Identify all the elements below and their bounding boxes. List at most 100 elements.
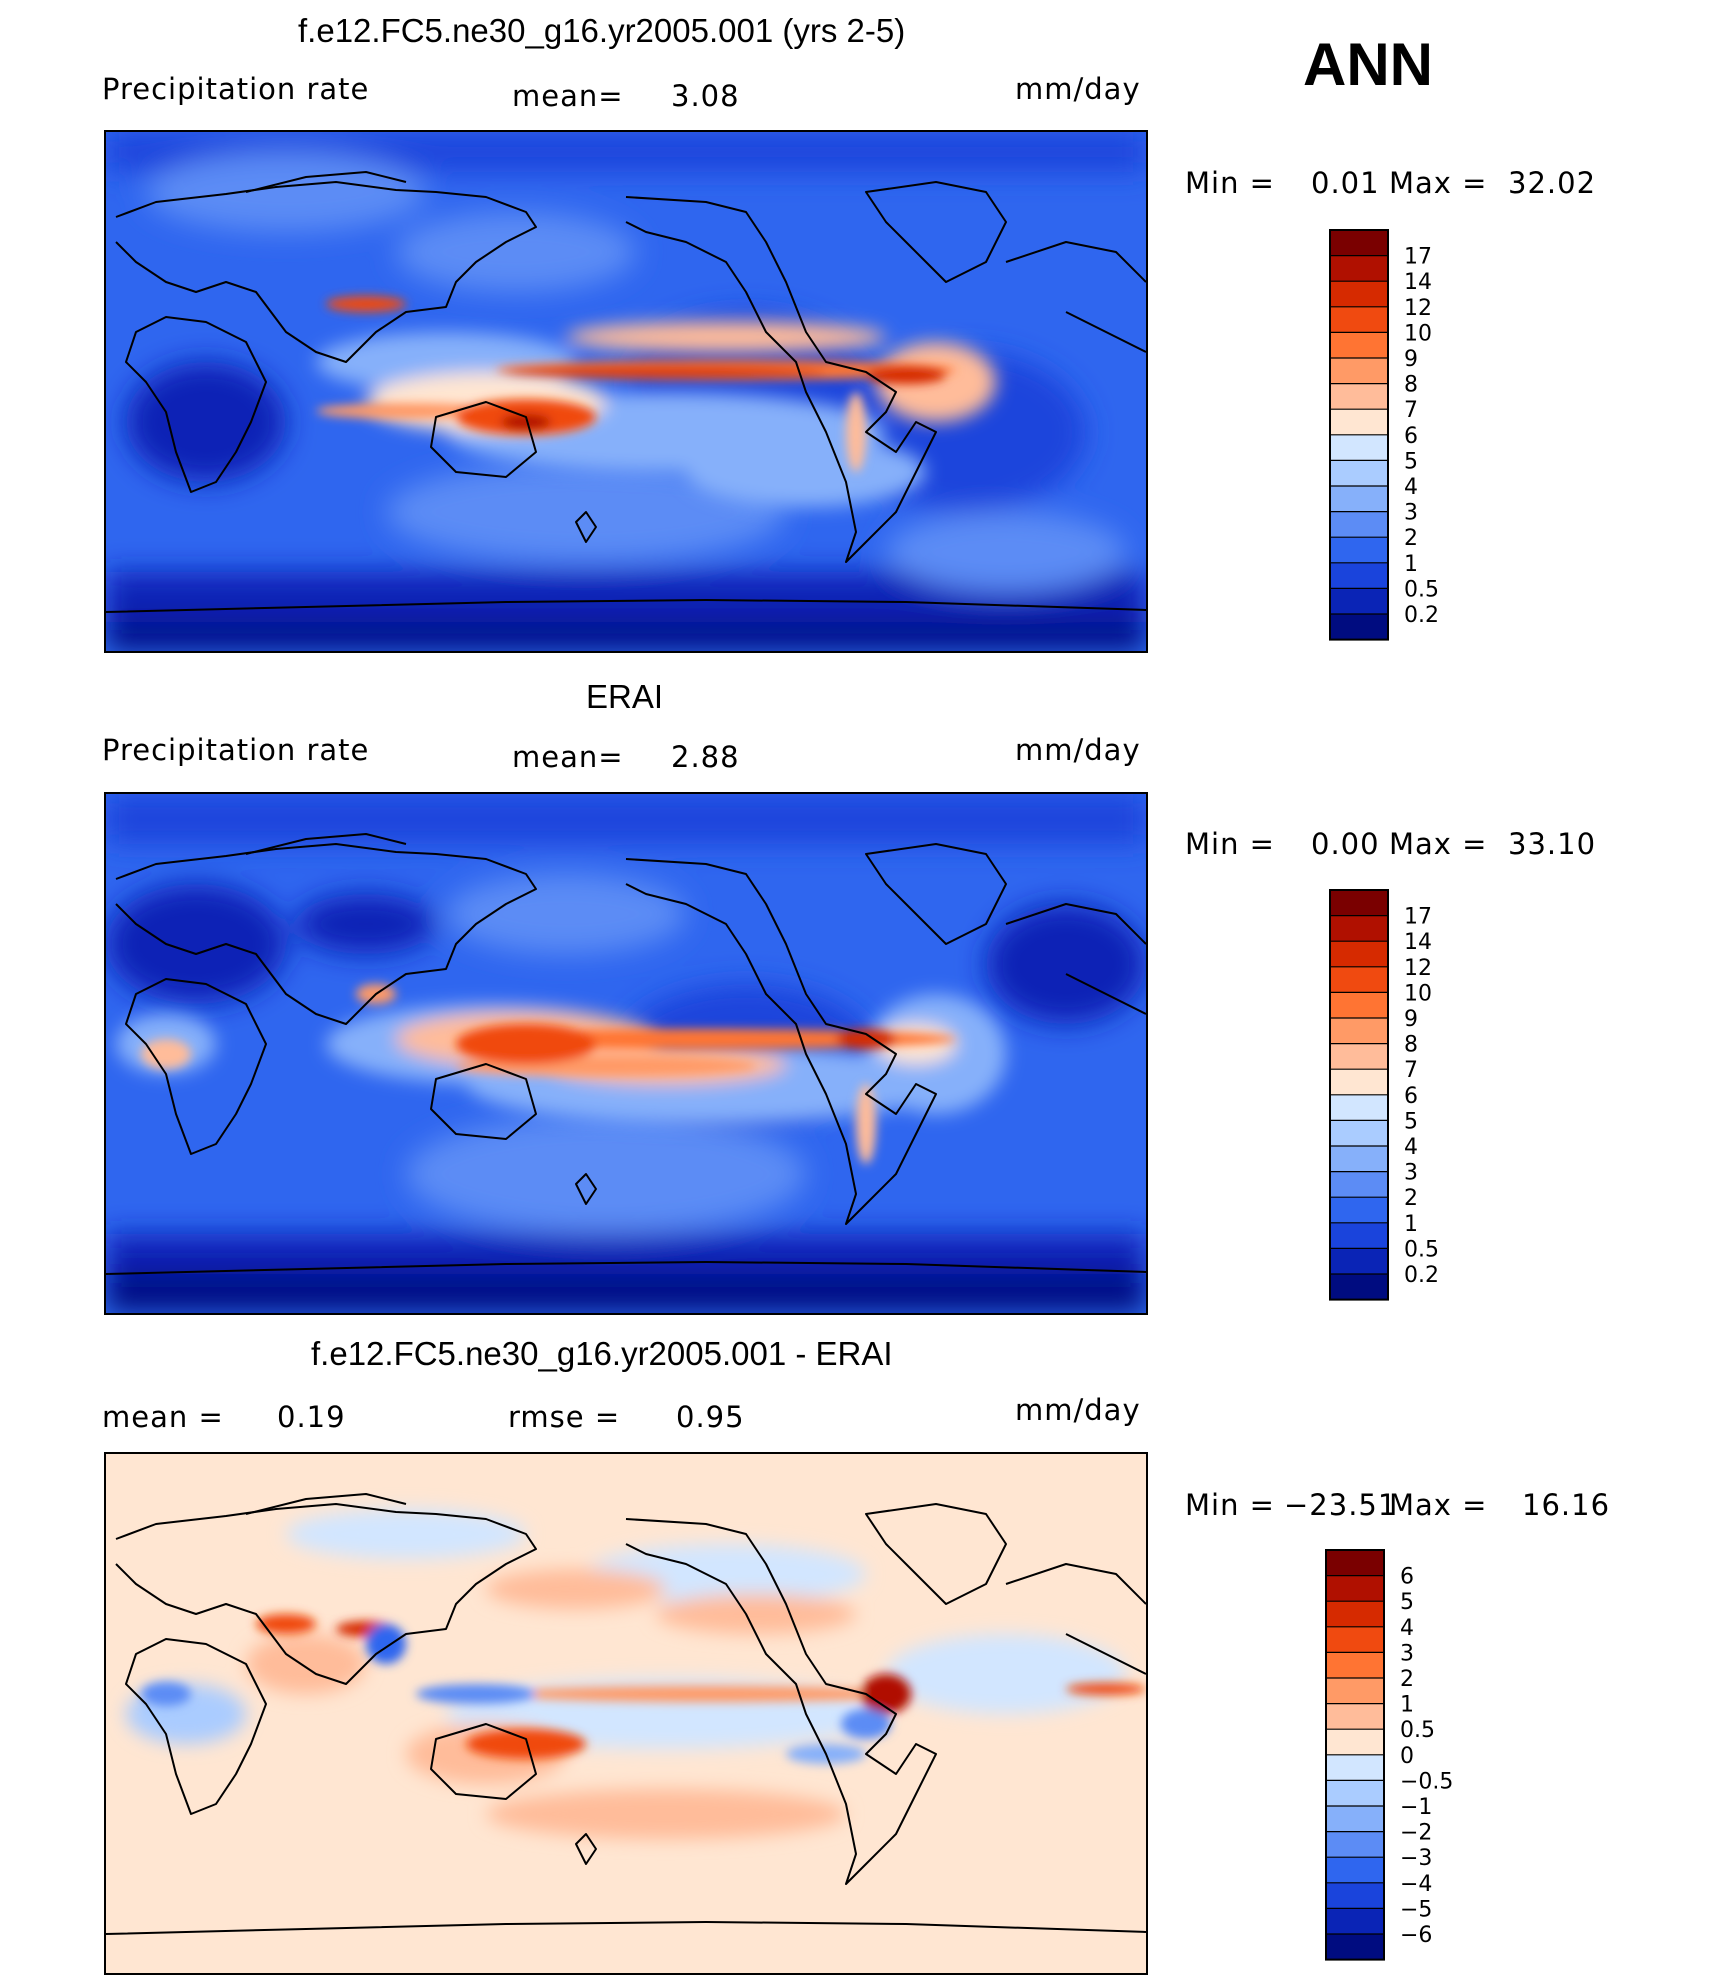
colorbar-tick-label: 14 (1404, 930, 1432, 955)
colorbar-segment (1330, 614, 1388, 640)
panel1-max-label: Max = (1389, 166, 1488, 200)
colorbar-tick-label: 3 (1404, 1161, 1418, 1186)
colorbar-segment (1330, 255, 1388, 282)
colorbar-tick-label: 4 (1400, 1616, 1414, 1641)
colorbar-segment (1330, 281, 1388, 308)
colorbar-segment (1330, 1197, 1388, 1224)
colorbar-tick-label: 1 (1400, 1693, 1414, 1718)
colorbar-segment (1330, 562, 1388, 589)
colorbar-segment (1326, 1601, 1384, 1628)
panel3-units: mm/day (1015, 1393, 1141, 1427)
colorbar-tick-label: 2 (1404, 526, 1418, 551)
panel3-max-value: 16.16 (1522, 1488, 1611, 1522)
colorbar-segment (1330, 409, 1388, 436)
panel3-mean-value: 0.19 (277, 1400, 346, 1434)
colorbar-segment (1330, 1043, 1388, 1070)
panel2-min-label: Min = (1185, 827, 1275, 861)
panel1-variable-label: Precipitation rate (102, 72, 370, 106)
colorbar-tick-label: 1 (1404, 1212, 1418, 1237)
colorbar-segment (1330, 511, 1388, 538)
panel3-max-label: Max = (1389, 1488, 1488, 1522)
panel3-title: f.e12.FC5.ne30_g16.yr2005.001 - ERAI (311, 1335, 893, 1372)
panel2-variable-label: Precipitation rate (102, 733, 370, 767)
colorbar-tick-label: 0.2 (1404, 603, 1439, 628)
colorbar-tick-label: 9 (1404, 1007, 1418, 1032)
colorbar-tick-label: 7 (1404, 398, 1418, 423)
panel3-map (104, 1452, 1148, 1975)
colorbar-tick-label: 9 (1404, 347, 1418, 372)
colorbar-segment (1326, 1780, 1384, 1807)
colorbar-segment (1330, 486, 1388, 512)
panel2-units: mm/day (1015, 733, 1141, 767)
colorbar-segment (1330, 941, 1388, 968)
panel1-max-value: 32.02 (1508, 166, 1597, 200)
colorbar-segment (1330, 890, 1388, 916)
colorbar-tick-label: 17 (1404, 905, 1432, 930)
colorbar-segment (1330, 915, 1388, 942)
panel3-min-label: Min = (1185, 1488, 1275, 1522)
colorbar-tick-label: −3 (1400, 1846, 1432, 1871)
colorbar-segment (1326, 1678, 1384, 1704)
colorbar-frame (1325, 1549, 1385, 1961)
colorbar-tick-label: 0.5 (1404, 577, 1439, 602)
panel2-map (104, 792, 1148, 1315)
colorbar-tick-label: −4 (1400, 1872, 1432, 1897)
colorbar-segment (1330, 992, 1388, 1019)
colorbar-segment (1326, 1550, 1384, 1576)
colorbar-segment (1330, 1171, 1388, 1198)
panel1-min-value: 0.01 (1311, 166, 1380, 200)
colorbar-segment (1330, 1018, 1388, 1044)
colorbar-tick-label: −5 (1400, 1897, 1432, 1922)
colorbar-tick-label: 6 (1404, 424, 1418, 449)
colorbar-segment (1330, 1248, 1388, 1275)
colorbar-tick-label: 5 (1404, 449, 1418, 474)
colorbar-tick-label: 2 (1400, 1667, 1414, 1692)
colorbar-tick-label: 14 (1404, 270, 1432, 295)
colorbar-segment (1326, 1806, 1384, 1832)
colorbar-segment (1326, 1652, 1384, 1679)
colorbar-frame (1329, 229, 1389, 641)
colorbar-segment (1330, 1069, 1388, 1096)
panel2-max-value: 33.10 (1508, 827, 1597, 861)
colorbar-tick-label: 10 (1404, 981, 1432, 1006)
colorbar-segment (1330, 332, 1388, 359)
colorbar-segment (1330, 588, 1388, 615)
colorbar-segment (1326, 1575, 1384, 1602)
colorbar-segment (1330, 1146, 1388, 1172)
colorbar-segment (1330, 966, 1388, 993)
colorbar-segment (1330, 460, 1388, 487)
colorbar-tick-label: −2 (1400, 1821, 1432, 1846)
panel2-mean-label: mean= (512, 740, 624, 774)
colorbar-tick-label: 6 (1404, 1084, 1418, 1109)
colorbar-tick-label: 12 (1404, 956, 1432, 981)
panel3-mean-label: mean = (102, 1400, 224, 1434)
colorbar-tick-label: 0.5 (1404, 1237, 1439, 1262)
panel2-title: ERAI (586, 678, 664, 715)
colorbar-tick-label: 17 (1404, 245, 1432, 270)
panel1-min-label: Min = (1185, 166, 1275, 200)
panel1-map (104, 130, 1148, 653)
panel1-units: mm/day (1015, 72, 1141, 106)
colorbar-tick-label: 7 (1404, 1058, 1418, 1083)
colorbar-tick-label: 3 (1400, 1641, 1414, 1666)
colorbar-segment (1326, 1703, 1384, 1730)
panel3-rmse-label: rmse = (508, 1400, 621, 1434)
panel2-min-value: 0.00 (1311, 827, 1380, 861)
colorbar-segment (1330, 434, 1388, 461)
colorbar-tick-label: 4 (1404, 1135, 1418, 1160)
colorbar-segment (1330, 306, 1388, 333)
colorbar-segment (1326, 1754, 1384, 1781)
colorbar-segment (1330, 537, 1388, 564)
colorbar-tick-label: 3 (1404, 501, 1418, 526)
season-label: ANN (1303, 31, 1433, 98)
colorbar-segment (1326, 1934, 1384, 1960)
colorbar-segment (1326, 1882, 1384, 1909)
colorbar-segment (1330, 230, 1388, 256)
colorbar-tick-label: 8 (1404, 373, 1418, 398)
colorbar-segment (1326, 1626, 1384, 1653)
colorbar-segment (1330, 1274, 1388, 1300)
colorbar-segment (1326, 1908, 1384, 1935)
colorbar-tick-label: 0 (1400, 1744, 1414, 1769)
